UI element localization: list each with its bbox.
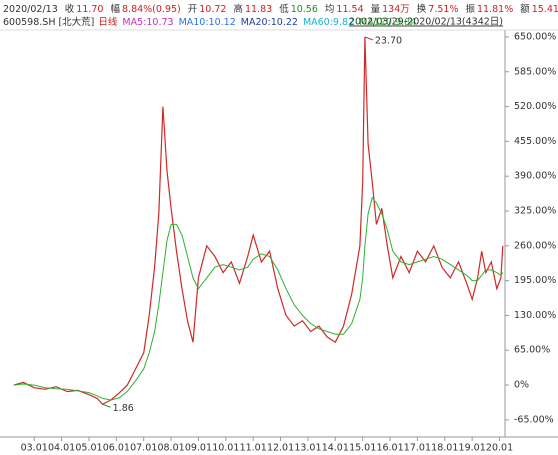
y-tick-label: 130.00%	[514, 310, 556, 321]
y-tick-label: 585.00%	[514, 66, 556, 77]
quote-value: 7.51%	[428, 4, 458, 15]
quote-label: 均	[325, 3, 335, 15]
quote-label: 开	[188, 4, 198, 15]
x-tick-label: 17.01	[404, 443, 431, 454]
x-tick-label: 15.01	[349, 443, 376, 454]
x-tick-label: 19.01	[459, 443, 486, 454]
x-tick-label: 12.01	[267, 443, 294, 454]
y-tick-label: 65.00%	[514, 345, 550, 356]
x-tick-label: 20.01	[486, 443, 513, 454]
x-tick-label: 13.01	[294, 443, 321, 454]
price-line	[13, 36, 504, 406]
ma-label: MA5:10.73	[122, 17, 173, 28]
quote-label: 低	[279, 3, 289, 15]
quote-value: 10.72	[199, 4, 226, 15]
quote-value: 11.70	[76, 4, 103, 15]
x-tick-label: 14.01	[322, 443, 349, 454]
x-tick-label: 16.01	[376, 443, 403, 454]
x-tick-label: 06.01	[103, 443, 130, 454]
quote-label: 2020/02/13	[3, 4, 58, 15]
x-tick-label: 08.01	[157, 443, 184, 454]
ma-label: MA60:9.82	[303, 17, 354, 28]
quote-label: 幅	[110, 3, 120, 15]
y-tick-label: 650.00%	[514, 31, 556, 42]
x-tick-label: 03.01	[21, 443, 48, 454]
x-tick-label: 07.01	[130, 443, 157, 454]
annotation-leader	[364, 36, 374, 41]
ma-label: MA20:10.22	[241, 17, 298, 28]
period: 日线	[98, 16, 118, 28]
y-tick-label: 195.00%	[514, 275, 556, 286]
quote-value: 10.56	[291, 4, 318, 15]
quote-label: 收	[65, 3, 75, 15]
quote-value: 11.81%	[477, 4, 513, 15]
quote-label: 振	[465, 3, 475, 15]
quote-value: 134万	[382, 4, 410, 15]
x-tick-label: 09.01	[185, 443, 212, 454]
quote-value: 11.54	[336, 4, 363, 15]
quote-label: 换	[417, 3, 427, 15]
y-tick-label: 455.00%	[514, 136, 556, 147]
x-tick-label: 11.01	[240, 443, 267, 454]
quote-value: 8.84%(0.95)	[122, 4, 181, 15]
quote-label: 量	[371, 4, 381, 15]
quote-row: 2020/02/13 收 11.70 幅 8.84%(0.95) 开 10.72 高 11.83…	[3, 3, 558, 15]
annotation: 1.86	[113, 403, 134, 414]
y-tick-label: -65.00%	[514, 414, 554, 425]
date-range: 2002/03/29-2020/02/13(4342日)	[349, 17, 503, 28]
quote-label: 高	[233, 3, 243, 15]
y-tick-label: 0%	[514, 380, 529, 391]
x-tick-label: 04.01	[48, 443, 75, 454]
x-tick-label: 05.01	[75, 443, 102, 454]
quote-value: 11.83	[245, 4, 272, 15]
ma-row: 600598.SH [北大荒] 日线 MA5:10.73 MA10:10.12 MA20…	[3, 16, 416, 28]
quote-value: 15.41亿	[532, 3, 558, 15]
y-tick-label: 520.00%	[514, 101, 556, 112]
annotation: 23.70	[375, 35, 402, 46]
quote-label: 额	[520, 3, 530, 15]
ma-label: MA120:9.84	[359, 17, 416, 28]
y-tick-label: 390.00%	[514, 171, 556, 182]
ma-label: MA10:10.12	[179, 17, 236, 28]
x-tick-label: 10.01	[212, 443, 239, 454]
y-tick-label: 260.00%	[514, 240, 556, 251]
annotation-leader	[102, 403, 111, 408]
stock-code: 600598.SH [北大荒]	[3, 16, 94, 28]
price-line	[13, 196, 504, 401]
y-tick-label: 325.00%	[514, 206, 556, 217]
x-tick-label: 18.01	[431, 443, 458, 454]
